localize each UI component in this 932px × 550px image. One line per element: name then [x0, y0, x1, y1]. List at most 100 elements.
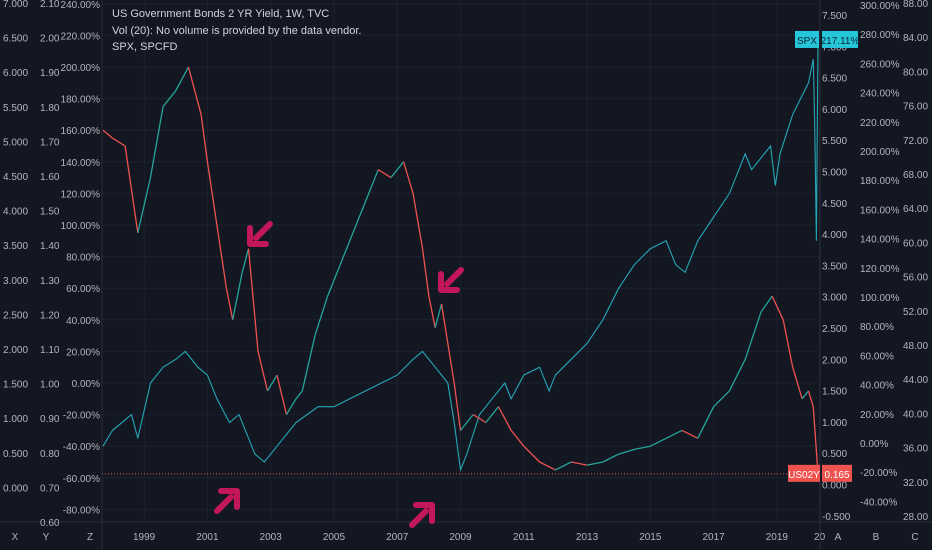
- right-axis-3-tick: 68.00: [903, 170, 928, 181]
- x-tick-label: 2011: [513, 532, 535, 543]
- left-axis-1-tick: 4.500: [3, 172, 28, 183]
- us02y-segment: [807, 390, 814, 407]
- us02y-segment: [634, 445, 651, 450]
- us02y-segment: [200, 114, 209, 162]
- right-axis-1-tick: 5.500: [822, 136, 847, 147]
- us02y-segment: [102, 129, 113, 139]
- left-axis-3-tick: -60.00%: [63, 474, 100, 485]
- right-axis-3-tick: 60.00: [903, 238, 928, 249]
- right-axis-3-tick: 52.00: [903, 307, 928, 318]
- right-axis-2-tick: 200.00%: [860, 147, 900, 158]
- arrow-down-left-icon: [247, 225, 269, 247]
- us02y-segment: [801, 390, 810, 400]
- left-axis-2-tick: 0.60: [40, 518, 60, 529]
- us02y-segment: [697, 406, 715, 439]
- us02y-segment: [485, 406, 499, 423]
- us02y-segment: [112, 137, 126, 147]
- us02y-segment: [402, 161, 414, 194]
- us02y-segment: [314, 295, 329, 336]
- left-axis-2-tick: 1.00: [40, 380, 60, 391]
- us02y-segment: [149, 106, 164, 178]
- left-axis-1-tick: 5.500: [3, 103, 28, 114]
- arrow-up-right-icon-shaft: [214, 494, 234, 514]
- us02y-segment: [352, 201, 367, 234]
- x-tick-label: 2007: [386, 532, 409, 543]
- axis-scale-letter: A: [835, 532, 842, 543]
- right-axis-1-tick: 6.500: [822, 74, 847, 85]
- annotation-arrows: [214, 221, 464, 528]
- us02y-segment: [555, 461, 572, 471]
- left-axis-3-tick: 140.00%: [61, 158, 101, 169]
- us02y-segment: [453, 382, 462, 431]
- left-axis-2-tick: 1.90: [40, 68, 60, 79]
- us02y-segment: [782, 319, 794, 368]
- right-axis-2-tick: 180.00%: [860, 176, 900, 187]
- us02y-segment: [771, 295, 784, 321]
- right-axis-1-tick: 2.000: [822, 355, 847, 366]
- overlay-legend[interactable]: SPX, SPCFD: [112, 41, 178, 53]
- right-axis-3-tick: 76.00: [903, 102, 928, 113]
- x-tick-label: 2013: [576, 532, 599, 543]
- right-axis-2-tick: 140.00%: [860, 235, 900, 246]
- right-axis-1-tick: 6.000: [822, 105, 847, 116]
- right-axis-3-tick: 64.00: [903, 204, 928, 215]
- left-axis-2-tick: 2.10: [40, 0, 60, 10]
- us02y-segment: [327, 264, 341, 297]
- spx-value-box: [822, 30, 858, 48]
- us02y-segment: [412, 193, 424, 249]
- us02y-segment: [276, 374, 288, 415]
- left-axis-1-tick: 2.000: [3, 345, 28, 356]
- spx-line: [102, 39, 819, 473]
- right-axis-2-tick: -20.00%: [860, 468, 897, 479]
- us02y-segment: [539, 461, 556, 471]
- left-axis-1-tick: 0.500: [3, 449, 28, 460]
- right-axis-2-tick: 280.00%: [860, 30, 900, 41]
- us02y-segment: [665, 429, 683, 439]
- symbol-title[interactable]: US Government Bonds 2 YR Yield, 1W, TVC: [112, 8, 330, 20]
- us02y-segment: [295, 390, 303, 400]
- us02y-segment: [497, 406, 512, 431]
- left-axis-1-tick: 3.000: [3, 276, 28, 287]
- us02y-tag-box: [788, 464, 820, 482]
- left-axis-2-tick: 1.70: [40, 137, 60, 148]
- right-axis-2-tick: 80.00%: [860, 322, 894, 333]
- us02y-segment: [187, 66, 202, 115]
- left-axis-3-tick: -80.00%: [63, 505, 100, 516]
- left-axis-2-tick: 1.10: [40, 345, 60, 356]
- us02y-segment: [339, 232, 354, 265]
- right-axis-3-tick: 84.00: [903, 33, 928, 44]
- us02y-segment: [124, 145, 139, 233]
- us02y-segment: [713, 390, 730, 408]
- right-axis-3-tick: 56.00: [903, 273, 928, 284]
- right-axis-2-tick: 40.00%: [860, 381, 894, 392]
- us02y-value: 0.165: [824, 470, 849, 481]
- right-axis-2-tick: 0.00%: [860, 439, 888, 450]
- us02y-segment: [523, 445, 541, 463]
- us02y-segment: [812, 406, 819, 474]
- left-axis-2-tick: 1.40: [40, 241, 60, 252]
- axis-scale-letter: Z: [87, 532, 93, 543]
- left-axis-3-tick: 0.00%: [72, 379, 100, 390]
- left-axis-1-tick: 6.500: [3, 34, 28, 45]
- axis-scale-letter: B: [873, 532, 880, 543]
- spx-tag: SPX: [797, 36, 817, 47]
- left-axis-2-tick: 1.60: [40, 172, 60, 183]
- left-axis-3-tick: 200.00%: [61, 63, 101, 74]
- us02y-value-box: [822, 464, 852, 482]
- price-labels: SPX 217.11% US02Y 0.165: [788, 30, 860, 482]
- right-axis-3-tick: 44.00: [903, 375, 928, 386]
- us02y-segment: [216, 224, 228, 289]
- right-axis-1-tick: 5.000: [822, 168, 847, 179]
- left-axis-3-tick: 160.00%: [61, 126, 101, 137]
- x-tick-label: 2017: [702, 532, 725, 543]
- left-axis-1-tick: 4.000: [3, 207, 28, 218]
- arrow-down-left-icon: [438, 271, 460, 293]
- left-axis-1-tick: 1.500: [3, 380, 28, 391]
- volume-legend: Vol (20): No volume is provided by the d…: [112, 25, 362, 37]
- us02y-segment: [459, 414, 474, 431]
- us02y-segment: [440, 303, 449, 344]
- right-axis-1-tick: 3.000: [822, 293, 847, 304]
- spx-value: 217.11%: [821, 36, 860, 47]
- right-axis-3-tick: 28.00: [903, 512, 928, 523]
